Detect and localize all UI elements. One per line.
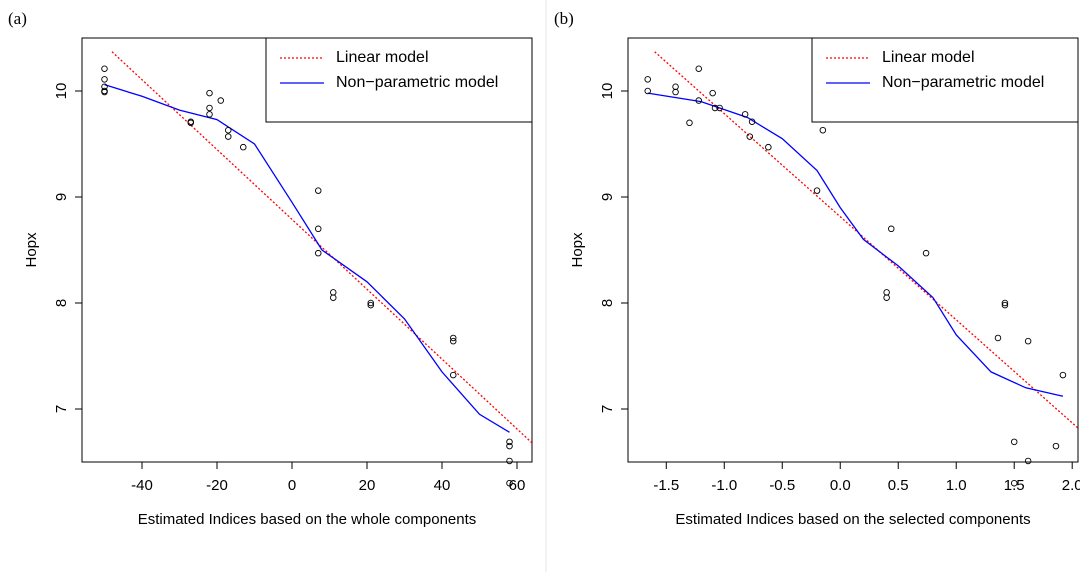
data-point xyxy=(315,249,322,257)
x-axis-label: Estimated Indices based on the selected … xyxy=(675,511,1030,528)
y-tick-label: 8 xyxy=(599,299,616,307)
data-point xyxy=(1010,438,1018,446)
legend-label: Non−parametric model xyxy=(336,74,498,91)
data-point xyxy=(1024,457,1032,465)
y-axis-label: Hopx xyxy=(23,232,40,268)
y-tick-label: 10 xyxy=(53,83,70,100)
data-point xyxy=(101,88,108,96)
x-tick-label: 60 xyxy=(509,477,526,494)
x-tick-label: 2.0 xyxy=(1062,477,1080,494)
data-point xyxy=(506,457,513,465)
x-tick-label: 20 xyxy=(359,477,376,494)
data-point xyxy=(748,118,756,125)
y-tick-label: 9 xyxy=(53,193,70,201)
data-point xyxy=(746,133,754,140)
data-point xyxy=(450,337,457,345)
data-point xyxy=(716,104,723,112)
data-point xyxy=(206,104,213,112)
data-point xyxy=(686,119,693,127)
data-point xyxy=(1001,299,1009,307)
data-point xyxy=(101,65,108,72)
y-tick-label: 7 xyxy=(599,405,616,413)
data-point xyxy=(1052,442,1060,450)
x-tick-label: -0.5 xyxy=(769,477,795,494)
data-point xyxy=(101,76,108,83)
data-point xyxy=(994,334,1002,342)
data-point xyxy=(206,89,213,97)
data-point xyxy=(672,83,679,91)
legend-label: Non−parametric model xyxy=(882,74,1044,91)
data-point xyxy=(506,479,513,487)
x-tick-label: -1.0 xyxy=(711,477,737,494)
y-axis-label: Hopx xyxy=(569,232,586,268)
panel-label: (a) xyxy=(8,9,27,28)
data-point xyxy=(206,111,213,118)
data-point xyxy=(922,249,930,257)
x-tick-label: -40 xyxy=(131,477,153,494)
data-point xyxy=(367,299,375,307)
x-tick-label: -1.5 xyxy=(653,477,679,494)
data-point xyxy=(224,126,232,134)
legend-label: Linear model xyxy=(336,49,429,66)
data-point xyxy=(644,87,651,95)
data-point xyxy=(883,294,890,301)
legend-box xyxy=(265,37,533,123)
data-point xyxy=(217,97,224,104)
x-axis-label: Estimated Indices based on the whole com… xyxy=(138,511,477,528)
data-point xyxy=(1024,337,1032,345)
data-point xyxy=(450,371,457,379)
series-line xyxy=(104,84,510,433)
x-tick-label: 1.5 xyxy=(1004,477,1025,494)
x-tick-label: 1.0 xyxy=(946,477,967,494)
y-tick-label: 10 xyxy=(599,83,616,100)
data-point xyxy=(315,225,322,233)
data-point xyxy=(711,104,719,112)
data-point xyxy=(741,111,749,118)
data-point xyxy=(224,133,232,140)
series-line xyxy=(647,92,1064,397)
data-point xyxy=(187,119,194,127)
y-tick-label: 8 xyxy=(53,299,70,307)
data-point xyxy=(765,143,772,151)
data-point xyxy=(506,442,513,450)
x-tick-label: 0 xyxy=(288,477,296,494)
x-tick-label: 0.0 xyxy=(830,477,851,494)
data-point xyxy=(330,294,337,301)
data-point xyxy=(883,289,890,296)
y-tick-label: 9 xyxy=(599,193,616,201)
data-point xyxy=(367,301,375,309)
data-point xyxy=(695,97,702,104)
data-point xyxy=(644,76,651,83)
data-point xyxy=(819,126,827,134)
x-tick-label: 0.5 xyxy=(888,477,909,494)
panel-label: (b) xyxy=(554,9,574,28)
x-tick-label: -20 xyxy=(206,477,228,494)
data-point xyxy=(1010,479,1018,487)
data-point xyxy=(1001,301,1009,309)
y-tick-label: 7 xyxy=(53,405,70,413)
legend-label: Linear model xyxy=(882,49,975,66)
data-point xyxy=(239,143,247,151)
data-point xyxy=(709,89,716,97)
data-point xyxy=(695,65,702,72)
x-tick-label: 40 xyxy=(434,477,451,494)
data-point xyxy=(888,225,895,233)
data-point xyxy=(813,187,821,194)
data-point xyxy=(672,88,679,96)
data-point xyxy=(330,289,337,296)
data-point xyxy=(315,187,322,194)
data-point xyxy=(506,438,513,446)
data-point xyxy=(1059,371,1067,379)
data-point xyxy=(450,334,457,342)
legend-box xyxy=(811,37,1079,123)
